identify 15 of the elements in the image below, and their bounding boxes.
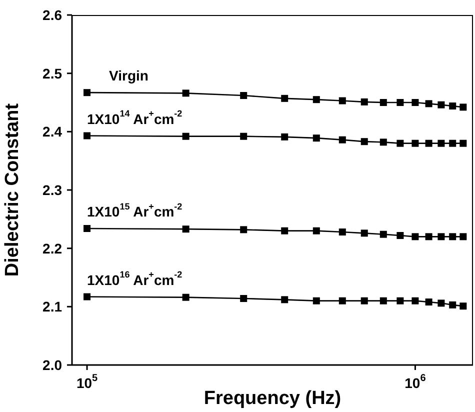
series-label: 1X10$^{14}$ Ar$^{+}$cm$^{-2}$	[87, 108, 182, 127]
y-axis-title: Dielectric Constant	[2, 102, 23, 277]
y-tick-label: 2.2	[42, 240, 62, 256]
y-tick-label: 2.1	[42, 298, 62, 315]
y-tick-label: 2.3	[42, 182, 62, 198]
y-tick-label: 2.0	[42, 357, 62, 373]
x-axis-title: Frequency (Hz)	[204, 388, 342, 409]
x-tick-label: 10$^{5}$	[76, 372, 98, 391]
series-label: 1X10$^{15}$ Ar$^{+}$cm$^{-2}$	[87, 201, 182, 220]
series-label: Virgin	[109, 68, 148, 84]
y-tick-label: 2.5	[42, 65, 62, 82]
y-tick-label: 2.6	[42, 7, 62, 23]
series-label: 1X10$^{16}$ Ar$^{+}$cm$^{-2}$	[87, 270, 182, 288]
x-tick-label: 10$^{6}$	[404, 372, 426, 391]
y-tick-label: 2.4	[42, 124, 62, 140]
